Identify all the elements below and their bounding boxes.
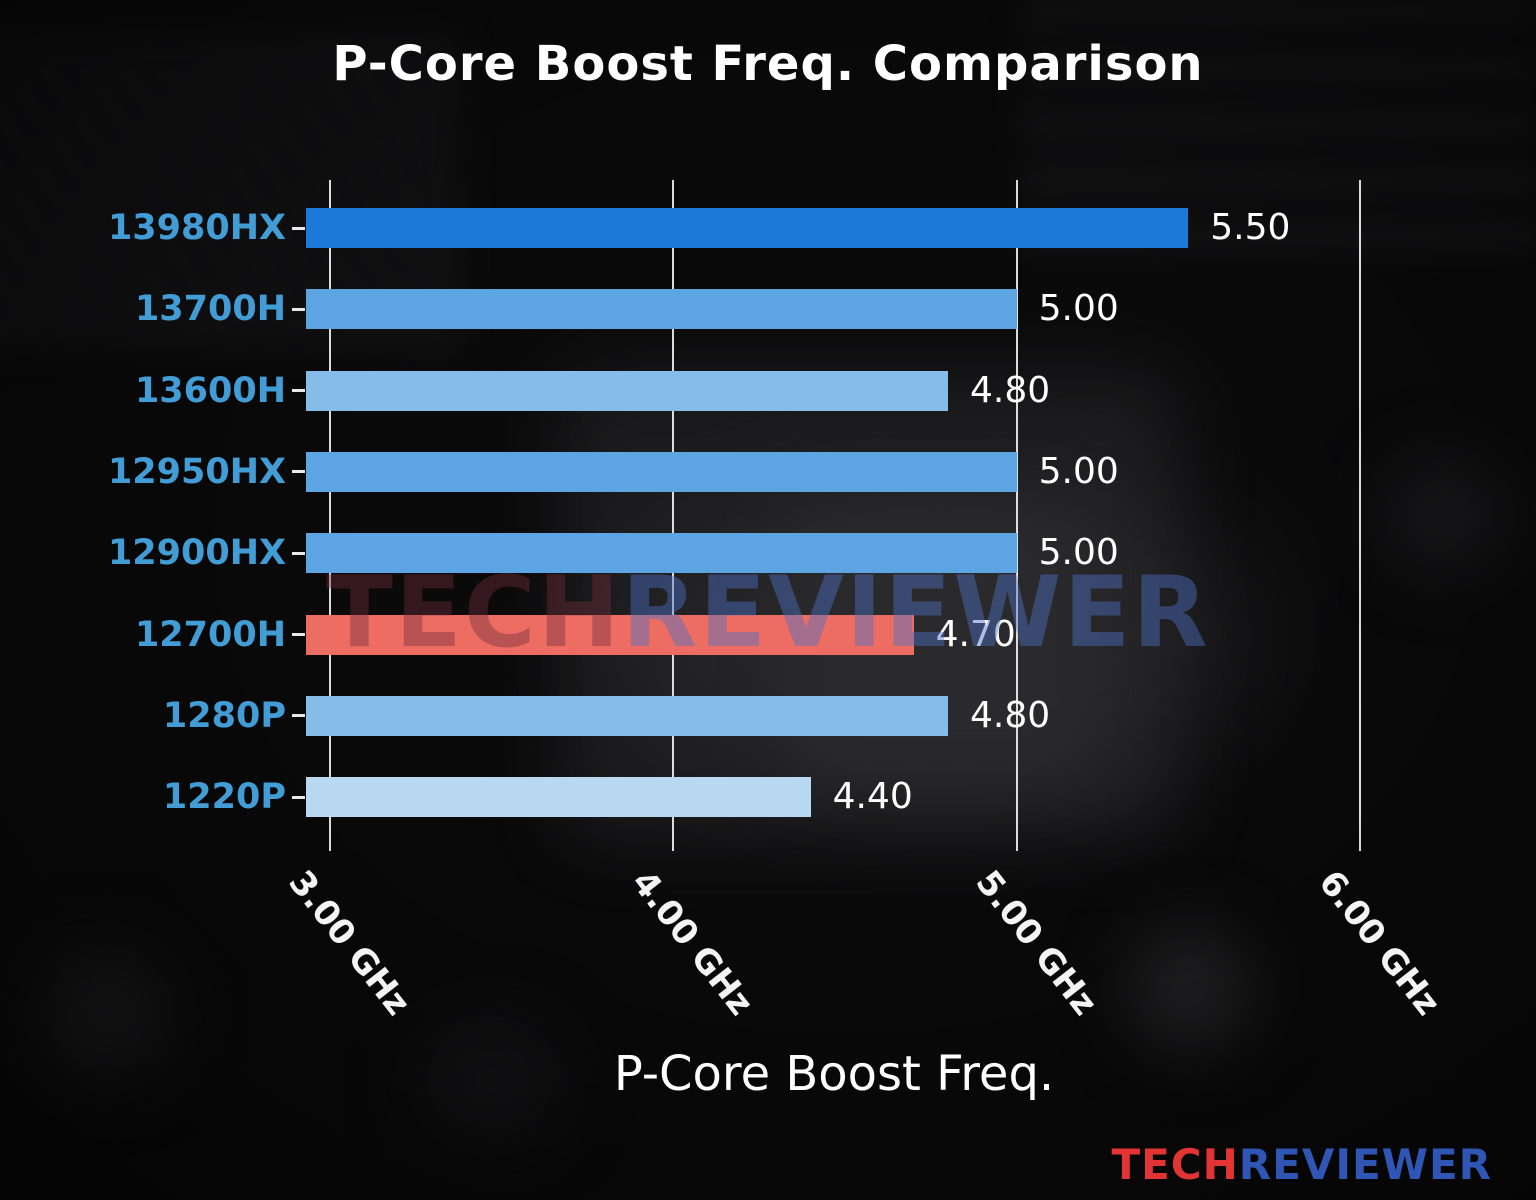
x-axis-label: P-Core Boost Freq. [613,1046,1055,1102]
logo-tech: TECH [1111,1140,1239,1189]
value-label: 4.40 [832,776,913,818]
gridline [329,180,332,851]
value-label: 5.00 [1038,288,1119,330]
value-label: 4.70 [935,613,1016,655]
y-axis-label: 1220P [162,777,286,818]
bar-13600h [306,370,948,411]
bar-12950hx [306,451,1017,492]
logo-reviewer: REVIEWER [1238,1140,1492,1189]
value-label: 5.50 [1210,207,1291,248]
y-tick-mark [292,714,305,718]
bar-12900hx [306,533,1017,574]
plot-area: 3.00 GHz 4.00 GHz 5.00 GHz 6.00 GHz 13980HX 5… [0,180,1536,1200]
gridline [1015,180,1018,851]
bar-1220p [306,777,811,818]
y-tick-mark [292,226,305,230]
center-watermark-tech: TECH [326,556,622,670]
center-watermark-reviewer: REVIEWER [621,556,1210,670]
y-axis-label: 12700H [134,614,286,655]
y-tick-mark [292,795,305,799]
techreviewer-logo: TECHREVIEWER [1111,1140,1492,1189]
y-axis-label: 1280P [162,695,286,736]
value-label: 4.80 [969,369,1051,411]
value-label: 4.80 [969,694,1051,736]
y-axis-label: 13980HX [107,208,286,248]
chart-title: P-Core Boost Freq. Comparison [332,36,1204,92]
gridline [1358,180,1361,851]
bar-13700h [306,289,1017,330]
y-axis-label: 13700H [134,289,286,330]
value-label: 5.00 [1038,450,1119,492]
center-watermark: TECHREVIEWER [326,556,1210,670]
y-axis-label: 12950HX [107,451,286,492]
y-axis-label: 12900HX [107,533,286,574]
bar-12700h [306,614,914,655]
y-tick-mark [292,551,305,555]
bar-1280p [306,695,948,736]
y-tick-mark [292,389,305,393]
y-tick-mark [292,633,305,636]
x-tick-label: 5.00 GHz [967,863,1105,1024]
x-tick-label: 3.00 GHz [280,863,418,1024]
gridline [672,180,675,851]
y-tick-mark [292,307,305,311]
x-tick-label: 6.00 GHz [1310,863,1448,1024]
x-tick-label: 4.00 GHz [623,863,762,1024]
bar-13980hx [306,208,1189,248]
y-axis-label: 13600H [134,370,286,411]
value-label: 5.00 [1038,532,1119,574]
y-tick-mark [292,470,305,474]
